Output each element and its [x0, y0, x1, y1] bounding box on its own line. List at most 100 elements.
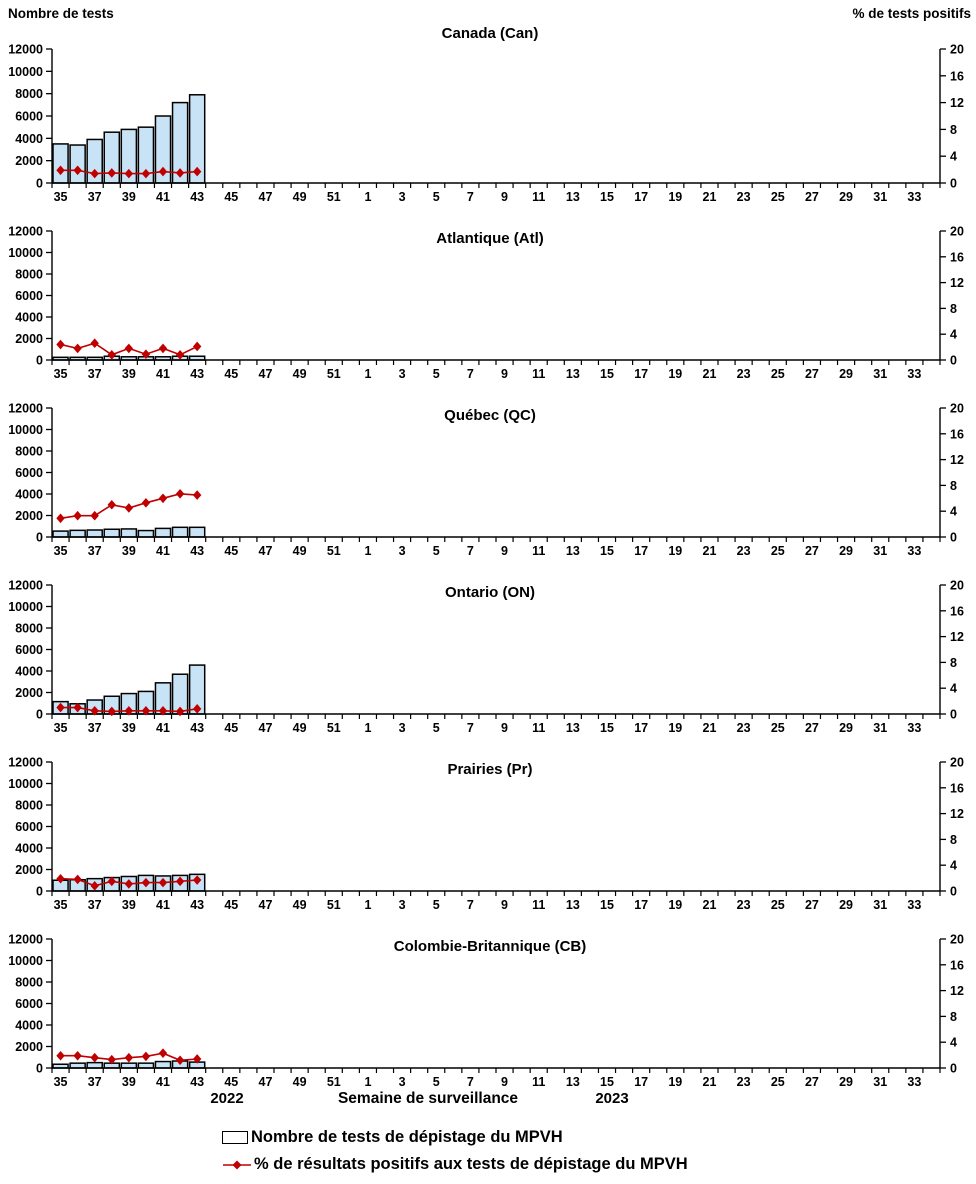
x-axis-tick-label: 9: [501, 898, 508, 912]
panel-6: Colombie-Britannique (CB)020004000600080…: [8, 933, 964, 1090]
x-axis-tick-label: 19: [668, 367, 682, 381]
right-axis-tick-label: 0: [950, 177, 957, 191]
panel-1: Canada (Can) 0 2000 4000 6000 8000 10000 12000 0…: [8, 25, 964, 204]
right-axis-tick-label: 16: [950, 427, 964, 441]
panel-2: Atlantique (Atl)020004000600080001000012…: [8, 225, 964, 382]
x-axis-tick-label: 1: [364, 1075, 371, 1089]
x-axis-tick-label: 25: [771, 1075, 785, 1089]
tests-bar: [69, 529, 86, 538]
tests-bar: [86, 1061, 103, 1069]
left-axis-tick-label: 4000: [15, 311, 43, 325]
x-axis-tick-label: 51: [327, 898, 341, 912]
left-axis-tick-label: 4000: [15, 842, 43, 856]
pct-positive-point: [175, 488, 185, 499]
pct-positive-point: [56, 702, 65, 713]
left-axis-tick-label: 6000: [15, 820, 43, 834]
left-axis-tick-label: 10000: [8, 954, 43, 968]
x-axis-tick-label: 21: [703, 544, 717, 558]
x-axis-tick-label: 3: [399, 190, 406, 204]
right-axis-tick-label: 12: [950, 96, 964, 110]
x-axis-tick-label: 31: [873, 544, 887, 558]
x-axis-tick-label: 9: [501, 1075, 508, 1089]
pct-positive-point: [73, 343, 82, 354]
right-axis-tick-label: 16: [950, 958, 964, 972]
right-axis-tick-label: 0: [950, 531, 957, 545]
x-axis-tick-label: 9: [501, 544, 508, 558]
pct-positive-point: [56, 513, 65, 524]
x-axis-tick-label: 47: [259, 190, 273, 204]
pct-positive-point: [141, 349, 151, 359]
x-axis-tick-label: 3: [399, 721, 406, 735]
panel-title: Canada (Can): [442, 25, 539, 42]
right-axis-tick-label: 4: [950, 328, 957, 342]
legend-bar-swatch: [222, 1131, 248, 1144]
x-axis-tick-label: 41: [156, 1075, 170, 1089]
x-axis-year-left: 2022: [210, 1090, 244, 1107]
right-axis-tick-label: 8: [950, 656, 957, 670]
x-axis-tick-label: 31: [873, 1075, 887, 1089]
x-axis-tick-label: 25: [771, 367, 785, 381]
right-axis-tick-label: 12: [950, 276, 964, 290]
pct-positive-point: [175, 706, 185, 717]
tests-bar: [103, 528, 121, 538]
x-axis-tick-label: 37: [88, 721, 102, 735]
x-axis-tick-label: 17: [634, 367, 648, 381]
x-axis-year-right: 2023: [595, 1090, 629, 1107]
x-axis-tick-label: 35: [54, 190, 68, 204]
x-axis-tick-label: 17: [634, 544, 648, 558]
left-axis-tick-label: 6000: [15, 466, 43, 480]
x-axis-tick-label: 49: [293, 898, 307, 912]
legend-item-tests: Nombre de tests de dépistage du MPVH: [222, 1124, 688, 1151]
tests-bar: [137, 529, 155, 538]
pct-positive-point: [192, 1054, 202, 1064]
right-axis-tick-label: 20: [950, 402, 964, 416]
x-axis-tick-label: 51: [327, 190, 341, 204]
tests-bar: [120, 1062, 138, 1069]
pct-positive-point: [90, 1052, 99, 1063]
left-axis-tick-label: 8000: [15, 976, 43, 990]
x-axis-tick-label: 29: [839, 544, 853, 558]
pct-positive-point: [192, 704, 202, 714]
x-axis-tick-label: 7: [467, 1075, 474, 1089]
x-axis-tick-label: 3: [399, 1075, 406, 1089]
x-axis-tick-label: 41: [156, 367, 170, 381]
pct-positive-point: [192, 341, 202, 352]
x-axis-tick-label: 17: [634, 1075, 648, 1089]
x-axis-tick-label: 51: [327, 544, 341, 558]
left-axis-tick-label: 0: [36, 885, 43, 899]
x-axis-tick-label: 19: [668, 190, 682, 204]
pct-positive-point: [175, 168, 185, 178]
left-axis-tick-label: 8000: [15, 799, 43, 813]
x-axis-tick-label: 27: [805, 898, 819, 912]
right-axis-tick-label: 20: [950, 43, 964, 57]
x-axis-tick-label: 47: [259, 1075, 273, 1089]
legend-line-glyph: [223, 1160, 251, 1169]
right-axis-tick-label: 4: [950, 1036, 957, 1050]
left-axis-tick-label: 10000: [8, 423, 43, 437]
x-axis-tick-label: 19: [668, 898, 682, 912]
x-axis-tick-label: 49: [293, 721, 307, 735]
x-axis-tick-label: 49: [293, 544, 307, 558]
right-axis-tick-label: 12: [950, 630, 964, 644]
left-axis-tick-label: 12000: [8, 402, 43, 416]
left-axis-tick-label: 12000: [8, 933, 43, 947]
x-axis-tick-label: 37: [88, 544, 102, 558]
tests-bar: [120, 528, 138, 538]
x-axis-tick-label: 37: [88, 190, 102, 204]
panel-title: Colombie-Britannique (CB): [394, 938, 587, 955]
pct-positive-point: [192, 875, 202, 885]
left-axis-tick-label: 12000: [8, 225, 43, 239]
pct-positive-point: [141, 705, 151, 716]
right-axis-tick-label: 12: [950, 984, 964, 998]
pct-positive-point: [56, 1050, 65, 1061]
left-axis-tick-label: 0: [36, 708, 43, 722]
left-axis-tick-label: 6000: [15, 643, 43, 657]
x-axis-tick-label: 11: [532, 190, 545, 204]
right-axis-tick-label: 20: [950, 579, 964, 593]
panel-title: Atlantique (Atl): [436, 230, 543, 247]
left-axis-header: Nombre de tests: [8, 6, 114, 21]
x-axis-tick-label: 1: [364, 898, 371, 912]
x-axis-tick-label: 15: [600, 898, 614, 912]
x-axis-tick-label: 35: [54, 544, 68, 558]
